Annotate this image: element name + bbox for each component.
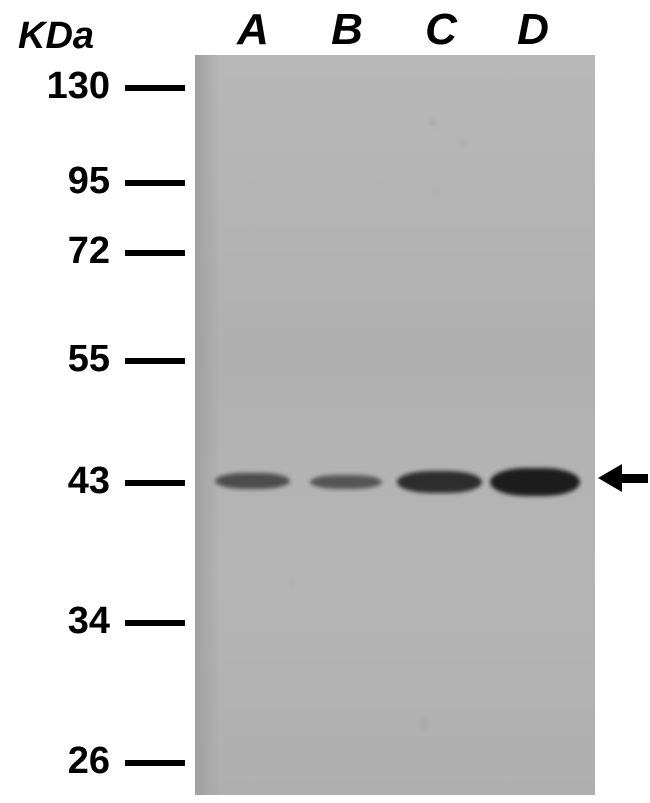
noise-spot	[460, 140, 465, 145]
band-lane-b	[310, 475, 382, 489]
tick-mark-43	[125, 480, 185, 486]
membrane-gradient	[195, 55, 595, 795]
tick-mark-26	[125, 760, 185, 766]
membrane-left-edge	[195, 55, 220, 795]
band-lane-d	[490, 468, 580, 496]
noise-spot	[430, 120, 436, 126]
band-lane-a	[215, 473, 290, 489]
blot-membrane	[195, 55, 595, 795]
tick-label-34: 34	[10, 600, 110, 643]
lane-label-b: B	[322, 5, 372, 55]
arrow-shaft	[620, 474, 648, 483]
tick-mark-34	[125, 620, 185, 626]
tick-label-130: 130	[10, 65, 110, 108]
lane-label-d: D	[508, 5, 558, 55]
lane-label-a: A	[228, 5, 278, 55]
tick-label-26: 26	[10, 740, 110, 783]
arrow-head-icon	[598, 464, 622, 492]
tick-mark-95	[125, 180, 185, 186]
western-blot-figure: KDa A B C D 130 95 72 55 43 34 26	[0, 0, 650, 803]
noise-spot	[420, 720, 428, 728]
tick-label-43: 43	[10, 460, 110, 503]
lane-label-c: C	[416, 5, 466, 55]
y-axis-unit-label: KDa	[18, 15, 94, 58]
noise-spot	[290, 580, 295, 585]
tick-mark-55	[125, 358, 185, 364]
band-lane-c	[397, 471, 482, 493]
tick-label-95: 95	[10, 160, 110, 203]
tick-label-72: 72	[10, 230, 110, 273]
tick-mark-72	[125, 250, 185, 256]
tick-label-55: 55	[10, 338, 110, 381]
noise-spot	[435, 190, 439, 194]
tick-mark-130	[125, 85, 185, 91]
